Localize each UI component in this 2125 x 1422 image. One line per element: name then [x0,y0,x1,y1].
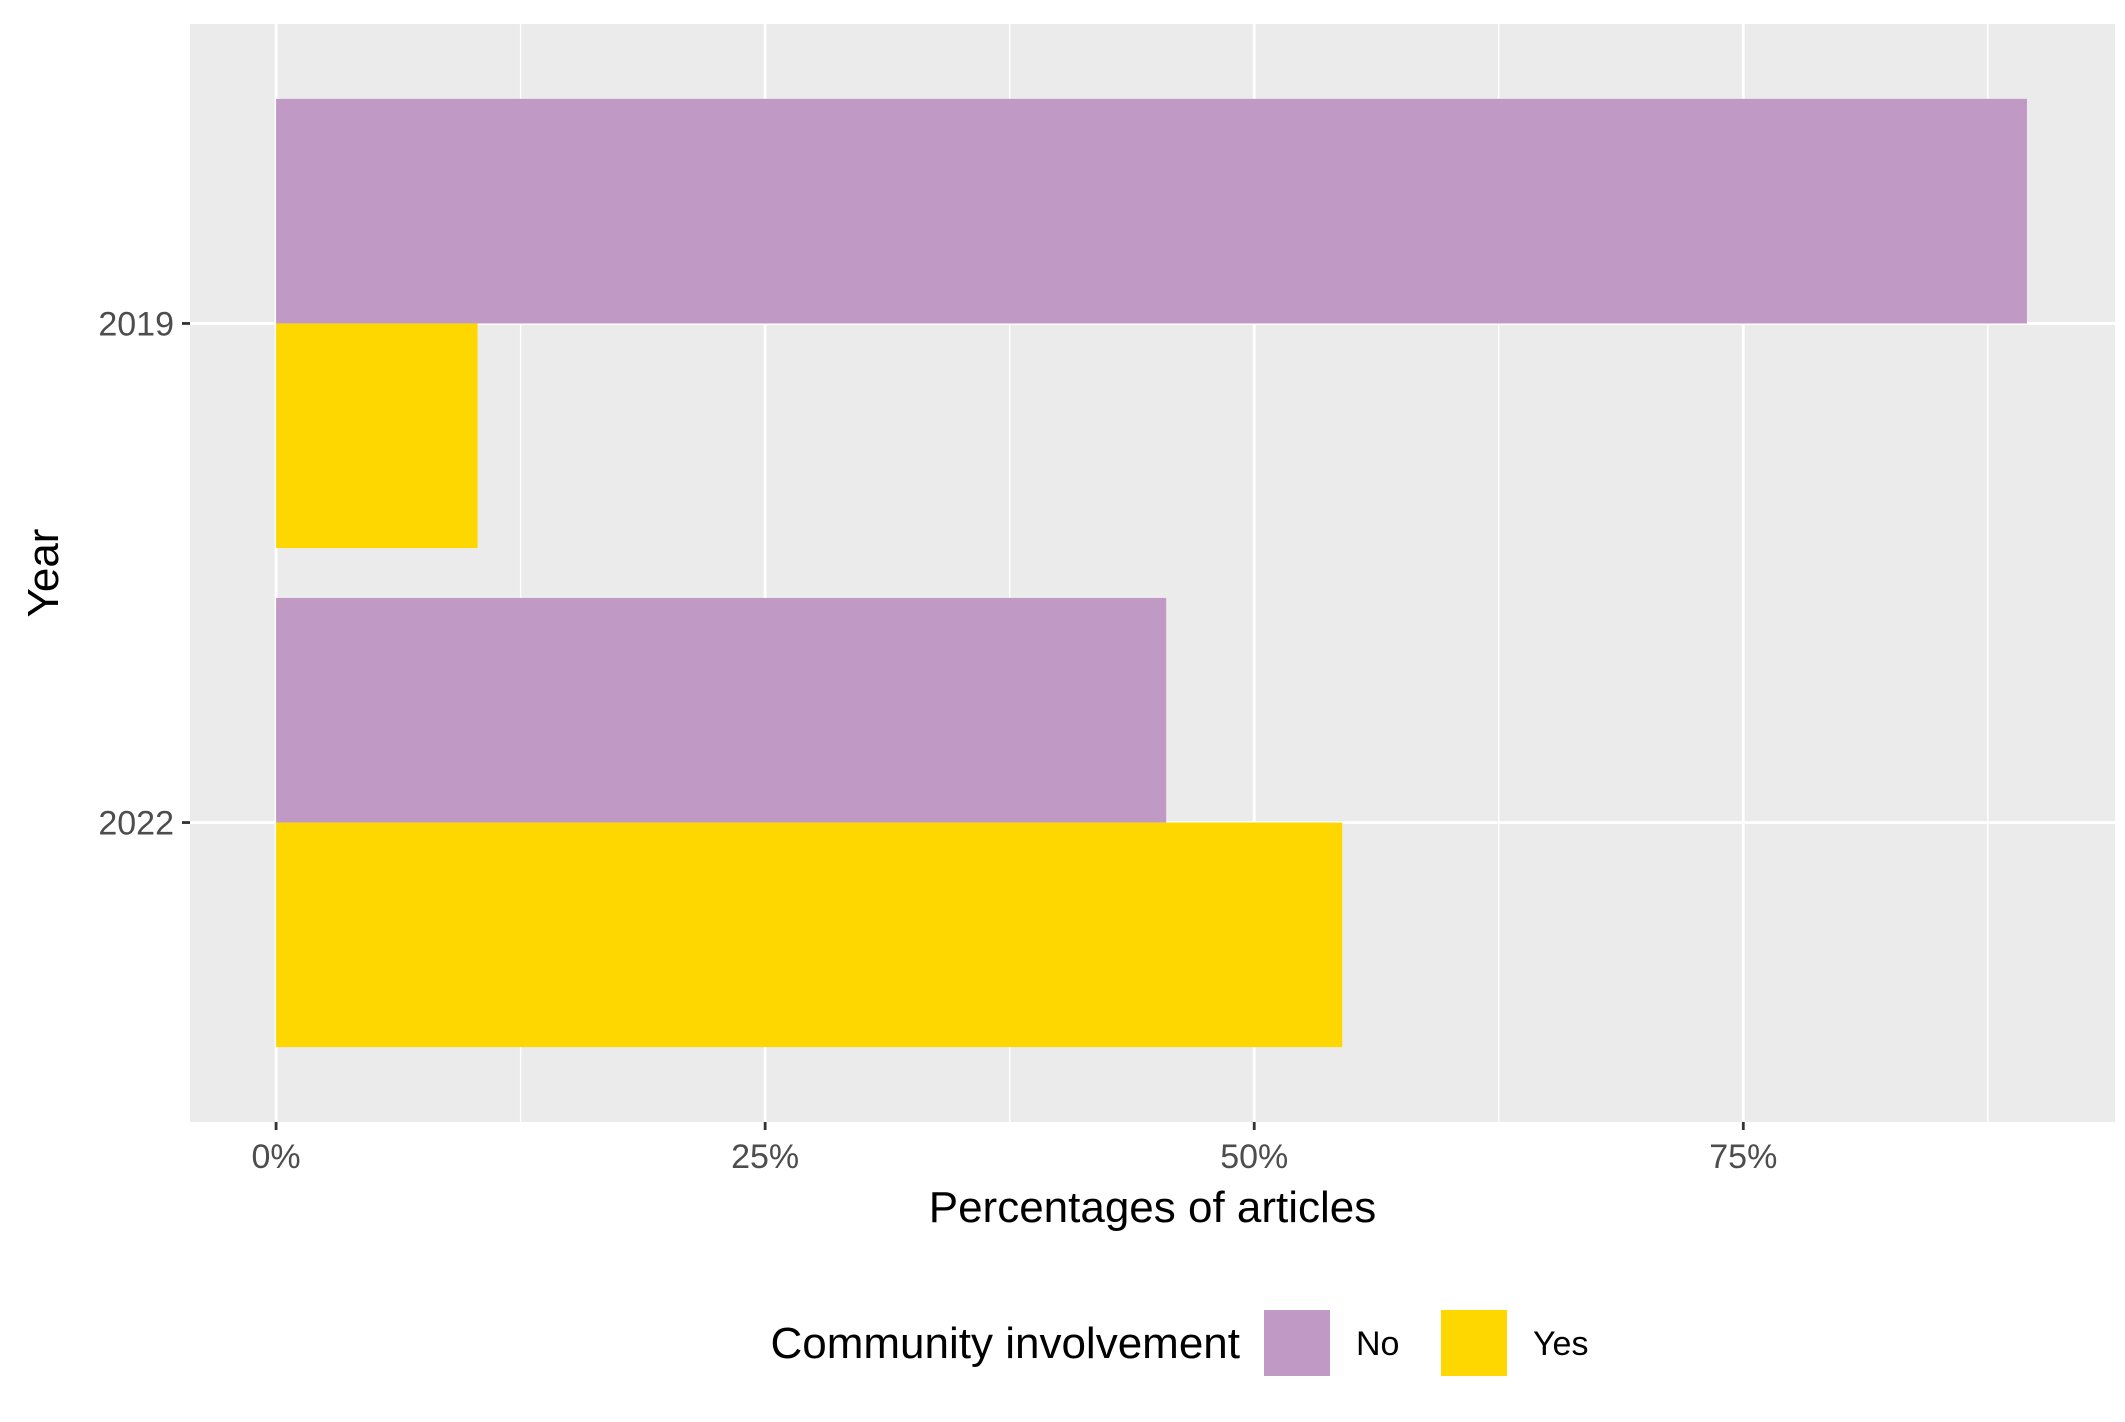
y-tick-label: 2019 [98,305,174,343]
y-axis-title: Year [19,529,68,618]
legend: Community involvement No Yes [771,1308,1588,1378]
legend-label-no: No [1356,1325,1399,1363]
x-tick-label: 50% [1220,1138,1288,1176]
bars [276,98,2027,1048]
legend-label-yes: Yes [1533,1325,1588,1363]
bar-yes-2019 [276,323,478,549]
bar-no-2022 [276,597,1167,823]
legend-title: Community involvement [771,1319,1241,1368]
axes: 0% 25% 50% 75% 2019 2022 [98,305,1777,1176]
legend-key-no [1262,1308,1332,1378]
y-tick-label: 2022 [98,805,174,843]
x-tick-label: 75% [1709,1138,1777,1176]
x-axis-title: Percentages of articles [929,1183,1377,1232]
bar-no-2019 [276,98,2027,324]
legend-key-yes [1439,1308,1509,1378]
x-tick-label: 0% [252,1138,301,1176]
x-tick-label: 25% [731,1138,799,1176]
bar-yes-2022 [276,822,1343,1048]
